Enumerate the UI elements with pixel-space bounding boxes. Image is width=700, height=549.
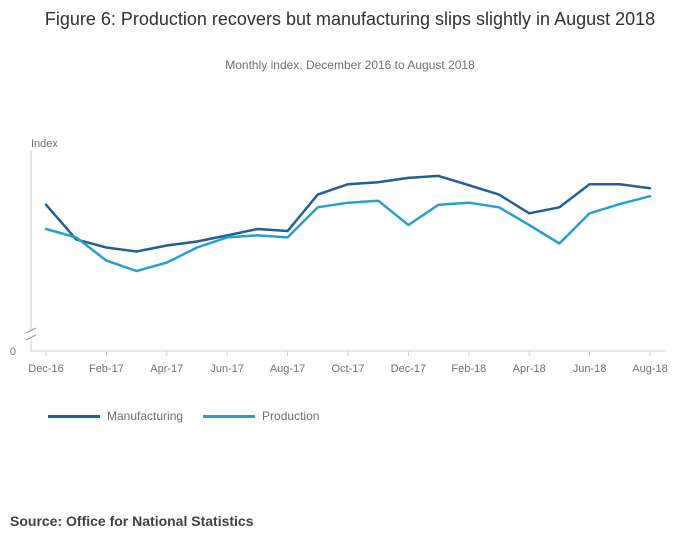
source-note: Source: Office for National Statistics — [10, 513, 254, 529]
chart-series — [44, 174, 652, 273]
x-tick-label: Oct-17 — [331, 363, 364, 375]
chart-axes — [25, 150, 665, 356]
x-tick-label: Apr-17 — [150, 363, 183, 375]
legend-item-manufacturing[interactable]: Manufacturing — [48, 409, 183, 423]
chart-title: Figure 6: Production recovers but manufa… — [44, 9, 656, 29]
chart-labels: Index 0 Dec-16 Feb-17 Apr-17 Jun-17 Aug-17 Oct-… — [10, 138, 668, 375]
legend-label-manufacturing: Manufacturing — [107, 409, 184, 423]
axis-break-mark — [25, 334, 37, 341]
x-tick-label: Feb-17 — [89, 363, 124, 375]
legend-label-production: Production — [262, 409, 320, 423]
x-tick-label: Dec-17 — [391, 363, 426, 375]
chart-legend: Manufacturing Production — [48, 409, 339, 423]
x-tick-label: Apr-18 — [513, 363, 546, 375]
x-tick-label: Jun-17 — [210, 363, 244, 375]
chart-subtitle: Monthly index, December 2016 to August 2… — [225, 58, 475, 72]
series-line-production — [44, 194, 652, 273]
legend-item-production[interactable]: Production — [203, 409, 319, 423]
legend-swatch-manufacturing — [48, 414, 100, 418]
x-tick-label: Dec-16 — [28, 363, 63, 375]
axis-break-mark — [25, 327, 37, 334]
x-tick-label: Aug-18 — [632, 363, 667, 375]
y-axis-title: Index — [31, 138, 58, 150]
x-tick-label: Jun-18 — [573, 363, 607, 375]
legend-swatch-production — [203, 414, 256, 418]
x-tick-label: Aug-17 — [270, 363, 305, 375]
line-chart: Index 0 Dec-16 Feb-17 Apr-17 Jun-17 Aug-17 Oct-… — [10, 138, 668, 375]
x-tick-label: Feb-18 — [451, 363, 486, 375]
y-tick-label: 0 — [10, 346, 16, 358]
series-line-manufacturing — [44, 174, 652, 253]
